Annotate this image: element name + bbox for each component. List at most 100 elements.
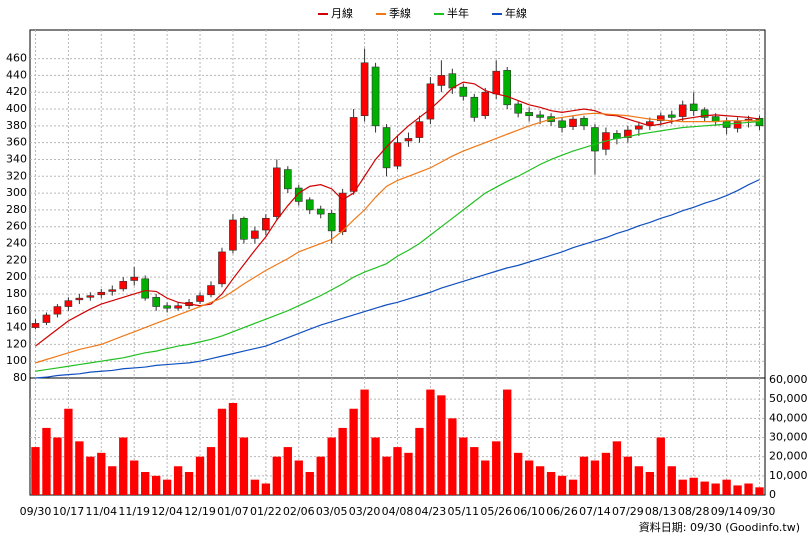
x-tick-label: 01/07 bbox=[217, 505, 249, 518]
volume-bar bbox=[634, 466, 644, 495]
volume-bar bbox=[371, 437, 380, 495]
volume-bar bbox=[162, 479, 172, 495]
y2-tick-label: 10,000 bbox=[769, 469, 808, 482]
volume-bar bbox=[744, 483, 753, 495]
volume-bar bbox=[612, 441, 622, 495]
candle-body bbox=[481, 91, 490, 117]
candle-body bbox=[119, 281, 128, 290]
candle-body bbox=[218, 251, 226, 285]
candle-body bbox=[338, 192, 347, 233]
y-tick-label: 340 bbox=[6, 152, 27, 165]
candle-body bbox=[426, 83, 435, 120]
x-tick-label: 06/26 bbox=[546, 505, 578, 518]
volume-bar bbox=[184, 472, 194, 495]
ma-line bbox=[35, 179, 760, 379]
candle-body bbox=[371, 66, 380, 127]
x-tick-label: 01/22 bbox=[250, 505, 282, 518]
candle-body bbox=[689, 103, 698, 111]
y-tick-label: 80 bbox=[13, 371, 27, 384]
y-tick-label: 400 bbox=[6, 102, 27, 115]
volume-bar bbox=[228, 403, 238, 495]
volume-bar bbox=[404, 452, 413, 495]
candle-body bbox=[97, 291, 106, 296]
candle-body bbox=[294, 187, 303, 202]
y-tick-label: 200 bbox=[6, 270, 27, 283]
x-tick-label: 06/10 bbox=[513, 505, 545, 518]
volume-bar bbox=[173, 466, 183, 495]
volume-bar bbox=[568, 479, 578, 495]
candle-body bbox=[569, 118, 577, 127]
candle-body bbox=[86, 295, 95, 298]
y-tick-label: 220 bbox=[6, 253, 27, 266]
x-tick-label: 03/05 bbox=[316, 505, 348, 518]
candle-body bbox=[393, 142, 402, 167]
candle-body bbox=[207, 285, 215, 296]
volume-bar bbox=[206, 447, 216, 495]
volume-bar bbox=[470, 447, 479, 495]
x-tick-label: 05/11 bbox=[447, 505, 479, 518]
volume-bar bbox=[546, 472, 556, 495]
x-tick-label: 08/13 bbox=[645, 505, 677, 518]
candle-body bbox=[591, 127, 599, 152]
volume-bar bbox=[349, 408, 358, 495]
x-tick-label: 04/23 bbox=[415, 505, 447, 518]
volume-bar bbox=[64, 408, 73, 495]
volume-bar bbox=[294, 460, 303, 495]
candle-body bbox=[448, 73, 457, 89]
volume-bar bbox=[426, 389, 435, 495]
candle-body bbox=[624, 129, 632, 138]
candle-body bbox=[678, 104, 687, 117]
candle-body bbox=[53, 306, 62, 315]
x-tick-label: 10/17 bbox=[53, 505, 85, 518]
legend-label: 半年 bbox=[447, 6, 469, 20]
candle-body bbox=[42, 314, 51, 323]
y2-tick-label: 50,000 bbox=[769, 392, 808, 405]
candle-body bbox=[656, 115, 665, 122]
legend-label: 月線 bbox=[331, 6, 353, 20]
candle-body bbox=[558, 120, 566, 128]
legend-label: 季線 bbox=[389, 6, 411, 20]
candle-body bbox=[327, 212, 336, 232]
y-tick-label: 380 bbox=[6, 119, 27, 132]
volume-bar bbox=[415, 427, 424, 495]
candle-body bbox=[492, 70, 501, 95]
y-tick-label: 160 bbox=[6, 304, 27, 317]
volume-bar bbox=[382, 456, 391, 495]
candle-body bbox=[580, 117, 588, 127]
candle-body bbox=[174, 305, 182, 309]
y2-tick-label: 20,000 bbox=[769, 450, 808, 463]
candle-body bbox=[470, 96, 479, 118]
candle-body bbox=[459, 86, 468, 97]
volume-bar bbox=[327, 437, 336, 495]
candle-body bbox=[700, 109, 709, 118]
volume-bar bbox=[755, 487, 764, 495]
volume-bar bbox=[448, 418, 457, 495]
x-tick-label: 07/29 bbox=[612, 505, 644, 518]
candle-body bbox=[514, 103, 522, 114]
volume-bar bbox=[141, 472, 150, 495]
volume-bar bbox=[492, 441, 501, 495]
volume-bar bbox=[623, 456, 633, 495]
x-tick-label: 03/20 bbox=[349, 505, 381, 518]
volume-bar bbox=[503, 389, 512, 495]
volume-bar bbox=[590, 460, 600, 495]
volume-bar bbox=[700, 481, 709, 495]
candle-body bbox=[415, 121, 424, 138]
y-tick-label: 300 bbox=[6, 186, 27, 199]
candle-body bbox=[733, 121, 742, 129]
volume-bar bbox=[524, 460, 534, 495]
volume-bar bbox=[42, 427, 51, 495]
volume-bar bbox=[151, 475, 161, 495]
y-tick-label: 140 bbox=[6, 321, 27, 334]
candle-body bbox=[525, 112, 533, 117]
volume-bar bbox=[459, 437, 468, 495]
volume-bar bbox=[261, 483, 271, 495]
y-tick-label: 460 bbox=[6, 52, 27, 65]
volume-bar bbox=[130, 460, 139, 495]
volume-bar bbox=[711, 483, 720, 495]
volume-bar bbox=[31, 447, 40, 495]
volume-bar bbox=[195, 456, 205, 495]
volume-bar bbox=[239, 437, 249, 495]
y-tick-label: 320 bbox=[6, 169, 27, 182]
